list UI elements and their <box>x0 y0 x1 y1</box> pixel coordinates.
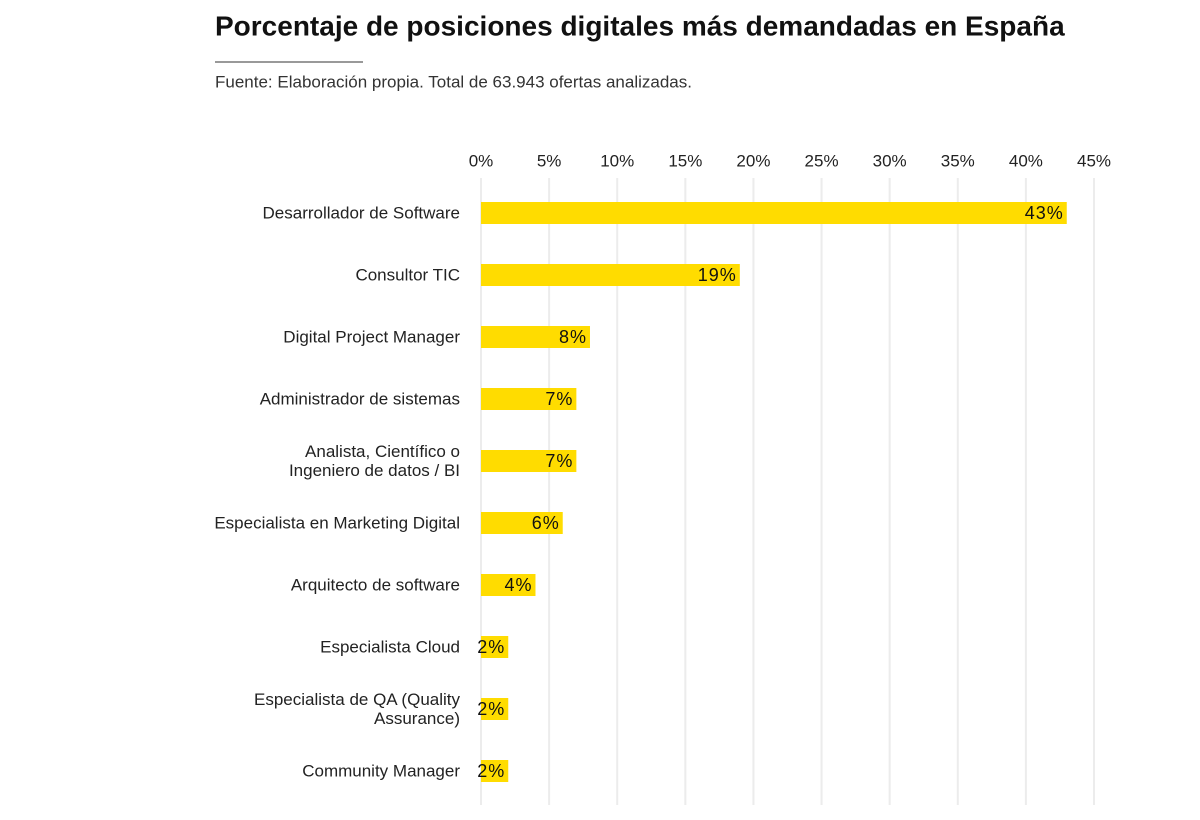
value-label: 7% <box>545 451 573 471</box>
x-tick-label: 40% <box>1009 151 1043 170</box>
x-tick-label: 0% <box>469 151 494 170</box>
value-label: 4% <box>504 575 532 595</box>
bar <box>481 326 590 348</box>
chart-subtitle: Fuente: Elaboración propia. Total de 63.… <box>215 72 692 91</box>
category-label: Arquitecto de software <box>290 575 460 595</box>
x-tick-label: 30% <box>873 151 907 170</box>
bar <box>481 512 563 534</box>
category-label: Digital Project Manager <box>283 327 460 347</box>
value-label: 43% <box>1025 203 1064 223</box>
bar <box>481 698 509 720</box>
value-label: 2% <box>477 761 505 781</box>
category-label: Community Manager <box>302 761 460 781</box>
category-label: Desarrollador de Software <box>262 203 460 223</box>
category-label: Especialista de QA (Quality Assurance) <box>254 690 460 728</box>
value-label: 8% <box>559 327 587 347</box>
bar <box>481 636 509 658</box>
value-label: 2% <box>477 637 505 657</box>
category-label: Especialista en Marketing Digital <box>214 513 460 533</box>
value-label: 2% <box>477 699 505 719</box>
bar <box>481 760 509 782</box>
value-label: 6% <box>532 513 560 533</box>
bar <box>481 450 577 472</box>
x-tick-label: 20% <box>736 151 770 170</box>
value-label: 7% <box>545 389 573 409</box>
bar <box>481 264 740 286</box>
bar <box>481 202 1067 224</box>
category-label: Consultor TIC <box>355 265 460 285</box>
x-tick-label: 35% <box>941 151 975 170</box>
chart-title: Porcentaje de posiciones digitales más d… <box>215 10 1065 41</box>
x-tick-label: 10% <box>600 151 634 170</box>
bar <box>481 574 536 596</box>
x-tick-label: 45% <box>1077 151 1111 170</box>
category-label: Especialista Cloud <box>320 637 460 657</box>
category-label: Analista, Científico o Ingeniero de dato… <box>288 442 460 480</box>
x-tick-label: 5% <box>537 151 562 170</box>
x-tick-label: 25% <box>805 151 839 170</box>
x-tick-label: 15% <box>668 151 702 170</box>
category-label: Administrador de sistemas <box>259 389 460 409</box>
grid <box>480 178 1095 805</box>
value-label: 19% <box>698 265 737 285</box>
bar <box>481 388 577 410</box>
